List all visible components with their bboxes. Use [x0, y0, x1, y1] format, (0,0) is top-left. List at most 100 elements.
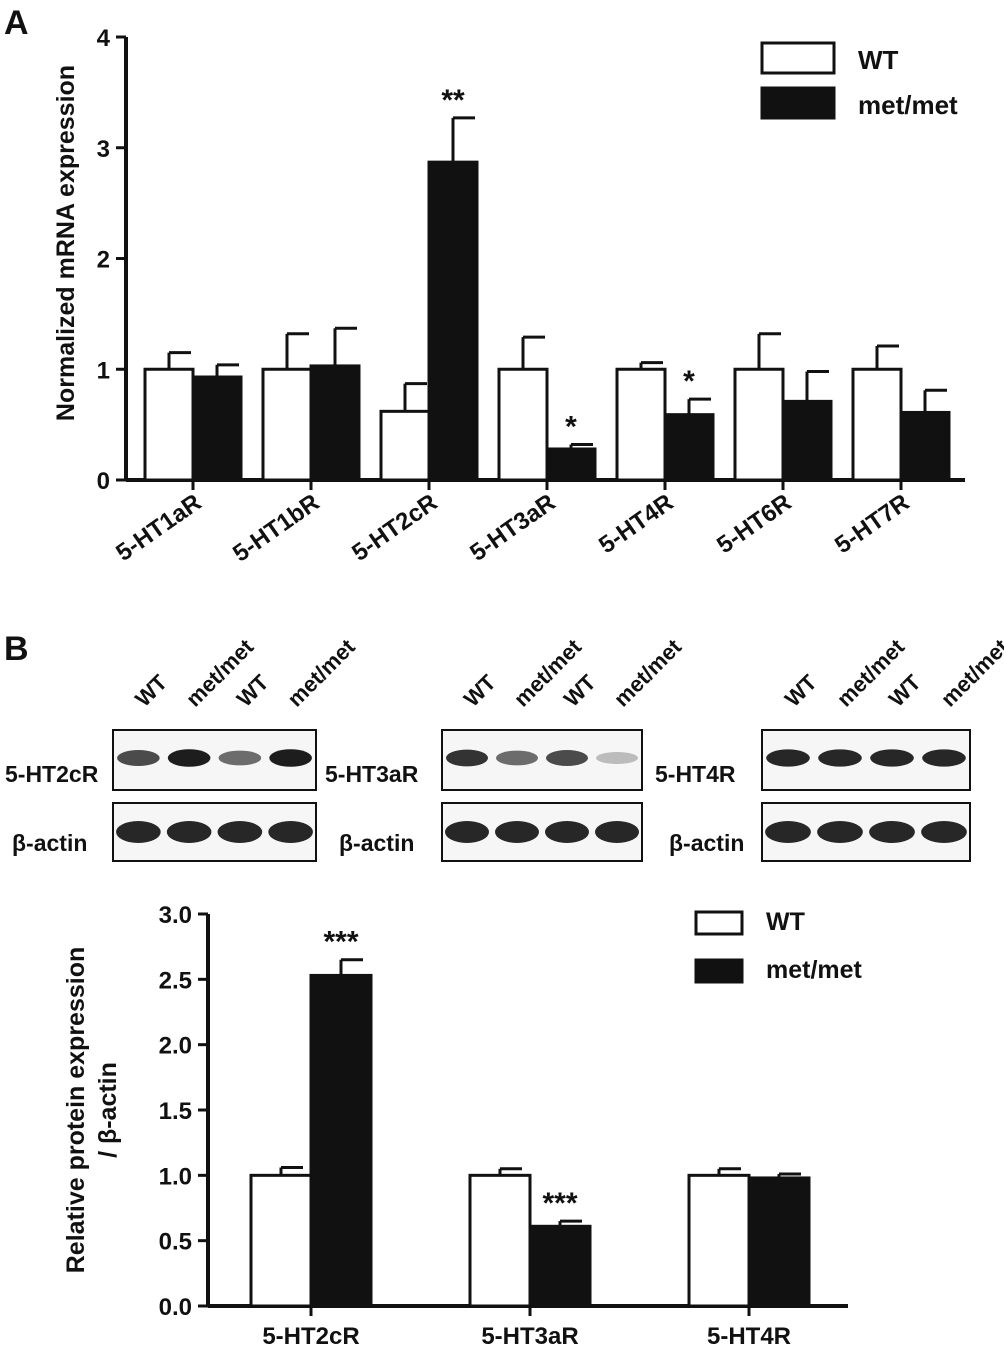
y-tick-label: 2	[97, 247, 110, 274]
blot-loading-label: β-actin	[669, 830, 744, 856]
x-tick-label: 5-HT4R	[707, 1323, 791, 1350]
blot-band-target	[870, 749, 914, 767]
y-axis-label: Normalized mRNA expression	[52, 65, 80, 421]
significance-label: *	[683, 365, 695, 398]
significance-label: *	[565, 411, 577, 444]
blot-target-label: 5-HT3aR	[325, 761, 419, 787]
chart-a: 0 1 2 3 4 Normalized mRNA expression 5-HT1aR 5-…	[52, 25, 965, 568]
blot-band-target	[496, 750, 538, 766]
blot-band-loading	[268, 821, 313, 843]
y-tick-label: 3	[97, 136, 110, 163]
blot-band-target	[117, 750, 160, 766]
y-tick-label: 0.5	[159, 1229, 192, 1256]
panel-label-a: A	[4, 4, 29, 42]
lane-label: WT	[559, 669, 601, 711]
blot-loading-label: β-actin	[12, 830, 87, 856]
legend-label: met/met	[858, 90, 958, 120]
blot-band-loading	[595, 821, 639, 843]
bar	[615, 367, 667, 482]
blot-band-loading	[217, 821, 263, 843]
y-tick-label: 1.5	[159, 1098, 192, 1125]
y-tick-label: 0.0	[159, 1294, 192, 1321]
x-tick-label: 5-HT1bR	[228, 489, 324, 568]
x-tick-label: 5-HT2cR	[262, 1323, 359, 1350]
lane-label: met/met	[609, 634, 687, 712]
bar	[261, 367, 313, 482]
chart-b: 0.0 0.5 1.0 1.5 2.0 2.5 3.0 Relative protein ex…	[62, 902, 863, 1350]
legend-swatch	[694, 910, 744, 936]
bar	[143, 367, 195, 482]
y-tick-label: 4	[97, 25, 111, 52]
blot-band-target	[922, 749, 966, 767]
lane-label: WT	[130, 669, 172, 711]
bar	[468, 1173, 532, 1308]
lane-label: WT	[459, 669, 501, 711]
x-tick-label: 5-HT1aR	[111, 489, 206, 567]
blot-band-loading	[921, 821, 967, 843]
blot-band-loading	[817, 821, 863, 843]
bar	[781, 399, 833, 482]
blot-band-target	[446, 749, 488, 767]
blot-target-label: 5-HT4R	[655, 761, 736, 787]
bar	[851, 367, 903, 482]
blot-band-target	[546, 750, 588, 766]
lane-label: WT	[232, 669, 274, 711]
bar	[249, 1173, 313, 1308]
y-axis-label: / β-actin	[94, 1062, 122, 1158]
legend-label: met/met	[766, 956, 863, 984]
lane-label: met/met	[936, 634, 1004, 712]
bar	[545, 447, 597, 482]
bar	[309, 973, 373, 1308]
x-tick-label: 5-HT7R	[830, 489, 914, 559]
significance-label: ***	[542, 1187, 577, 1220]
blot-loading-label: β-actin	[339, 830, 414, 856]
legend-swatch	[760, 41, 836, 75]
y-tick-label: 0	[97, 468, 110, 495]
bar	[747, 1176, 811, 1308]
y-axis-label: Relative protein expression	[62, 947, 90, 1274]
x-tick-label: 5-HT3aR	[465, 489, 560, 567]
significance-label: ***	[323, 926, 358, 959]
y-tick-label: 3.0	[159, 902, 192, 929]
x-tick-label: 5-HT6R	[712, 489, 796, 559]
lane-label: WT	[884, 669, 926, 711]
lane-label: met/met	[282, 634, 360, 712]
significance-label: **	[441, 84, 465, 117]
blot-band-target	[218, 750, 262, 766]
y-tick-label: 2.5	[159, 967, 192, 994]
y-tick-label: 1.0	[159, 1163, 192, 1190]
blot-band-loading	[495, 821, 539, 843]
x-tick-label: 5-HT4R	[594, 489, 678, 559]
blot-band-target	[269, 749, 312, 767]
blot-band-loading	[545, 821, 589, 843]
blot-band-loading	[445, 821, 489, 843]
blot-band-loading	[869, 821, 915, 843]
bar	[379, 409, 431, 482]
bar	[528, 1224, 592, 1308]
bar	[191, 375, 243, 482]
legend-label: WT	[766, 908, 805, 936]
bar	[497, 367, 549, 482]
bar	[663, 413, 715, 482]
legend-label: WT	[858, 45, 899, 75]
panel-label-b: B	[4, 630, 29, 668]
blot-band-target	[766, 749, 810, 767]
bar	[309, 364, 361, 482]
blot-band-target	[596, 752, 638, 764]
blot-band-loading	[166, 821, 212, 843]
blot-band-loading	[116, 821, 161, 843]
blot-band-loading	[765, 821, 811, 843]
lane-label: WT	[780, 669, 822, 711]
blot-target-label: 5-HT2cR	[5, 761, 99, 787]
y-tick-label: 1	[97, 357, 110, 384]
bar	[687, 1173, 751, 1308]
x-tick-label: 5-HT3aR	[481, 1323, 578, 1350]
bar	[899, 410, 951, 482]
bar	[733, 367, 785, 482]
blot-band-target	[818, 749, 862, 767]
bar	[427, 160, 479, 482]
x-tick-label: 5-HT2cR	[347, 489, 442, 567]
y-tick-label: 2.0	[159, 1033, 192, 1060]
